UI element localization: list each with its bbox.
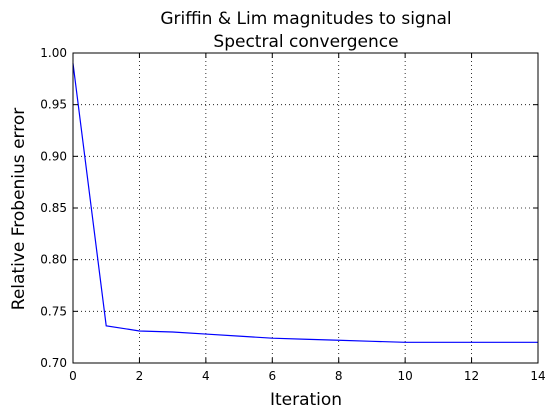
x-tick-label: 4 [202, 369, 210, 383]
series-layer [72, 63, 538, 343]
tick-marks [72, 52, 539, 364]
x-tick-label: 2 [136, 369, 144, 383]
series-line [72, 63, 538, 343]
y-tick-label: 1.00 [40, 46, 67, 60]
x-tick-label: 0 [69, 369, 77, 383]
x-tick-label: 12 [464, 369, 479, 383]
x-tick-label: 14 [530, 369, 545, 383]
y-tick-label: 0.75 [40, 304, 67, 318]
y-tick-label: 0.80 [40, 253, 67, 267]
y-tick-label: 0.90 [40, 149, 67, 163]
grid-lines [73, 53, 538, 363]
x-axis-label: Iteration [270, 390, 342, 410]
x-tick-label: 8 [335, 369, 343, 383]
y-tick-label: 0.85 [40, 201, 67, 215]
x-tick-labels: 0 2 4 6 8 10 12 14 [69, 369, 545, 383]
y-tick-labels: 0.70 0.75 0.80 0.85 0.90 0.95 1.00 [40, 46, 67, 370]
y-tick-label: 0.95 [40, 98, 67, 112]
x-tick-label: 6 [268, 369, 276, 383]
y-tick-label: 0.70 [40, 356, 67, 370]
chart-title-line2: Spectral convergence [213, 32, 398, 52]
chart-title-line1: Griffin & Lim magnitudes to signal [160, 9, 451, 29]
x-tick-label: 10 [398, 369, 413, 383]
y-axis-label: Relative Frobenius error [9, 108, 29, 310]
